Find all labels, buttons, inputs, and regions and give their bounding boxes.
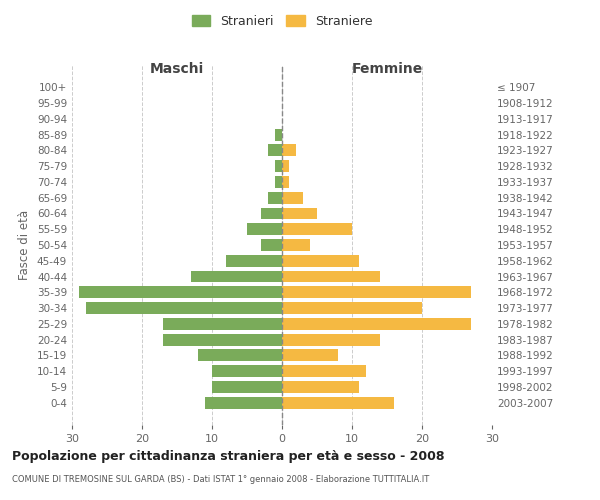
Bar	[282, 302, 422, 314]
Bar	[212, 366, 282, 377]
Y-axis label: Fasce di età: Fasce di età	[19, 210, 31, 280]
Bar	[282, 255, 359, 266]
Bar	[163, 334, 282, 345]
Bar	[282, 318, 471, 330]
Bar	[198, 350, 282, 362]
Bar	[205, 397, 282, 408]
Bar	[163, 318, 282, 330]
Bar	[275, 128, 282, 140]
Bar	[226, 255, 282, 266]
Bar	[282, 144, 296, 156]
Bar	[212, 381, 282, 393]
Legend: Stranieri, Straniere: Stranieri, Straniere	[188, 11, 376, 32]
Bar	[282, 286, 471, 298]
Bar	[282, 366, 366, 377]
Bar	[282, 224, 352, 235]
Bar	[268, 192, 282, 203]
Bar	[282, 381, 359, 393]
Bar	[282, 350, 338, 362]
Bar	[282, 397, 394, 408]
Bar	[282, 176, 289, 188]
Bar	[268, 144, 282, 156]
Text: Femmine: Femmine	[352, 62, 422, 76]
Bar	[282, 208, 317, 220]
Bar	[247, 224, 282, 235]
Bar	[261, 239, 282, 251]
Bar	[275, 176, 282, 188]
Bar	[282, 192, 303, 203]
Bar	[282, 160, 289, 172]
Text: COMUNE DI TREMOSINE SUL GARDA (BS) - Dati ISTAT 1° gennaio 2008 - Elaborazione T: COMUNE DI TREMOSINE SUL GARDA (BS) - Dat…	[12, 475, 429, 484]
Bar	[282, 239, 310, 251]
Bar	[261, 208, 282, 220]
Text: Popolazione per cittadinanza straniera per età e sesso - 2008: Popolazione per cittadinanza straniera p…	[12, 450, 445, 463]
Bar	[79, 286, 282, 298]
Bar	[191, 270, 282, 282]
Bar	[282, 334, 380, 345]
Bar	[275, 160, 282, 172]
Bar	[282, 270, 380, 282]
Bar	[86, 302, 282, 314]
Text: Maschi: Maschi	[150, 62, 204, 76]
